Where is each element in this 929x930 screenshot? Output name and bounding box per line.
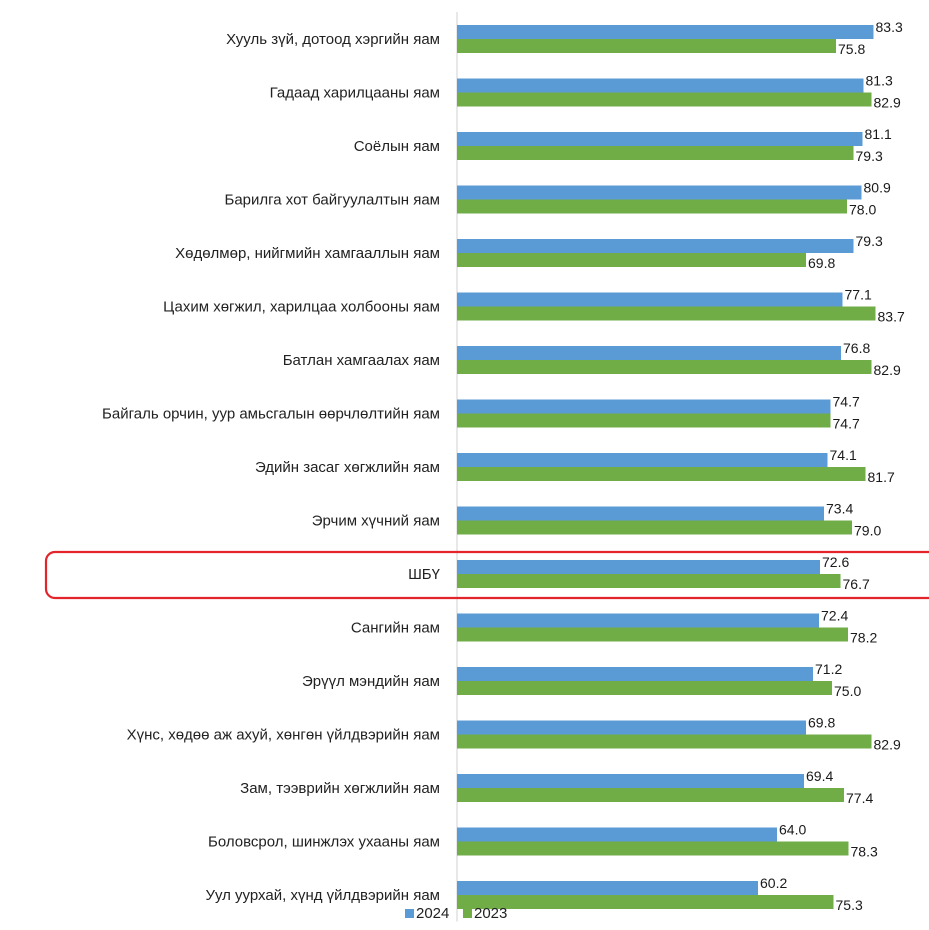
data-label-2023: 69.8: [808, 255, 835, 271]
legend-label-2024: 2024: [416, 905, 449, 922]
data-label-2024: 74.7: [833, 394, 860, 410]
bar-2023: [457, 895, 834, 909]
category-label: Хөдөлмөр, нийгмийн хамгааллын яам: [175, 245, 440, 262]
data-label-2023: 82.9: [874, 737, 901, 753]
category-label: Барилга хот байгуулалтын яам: [224, 192, 440, 209]
bar-2023: [457, 199, 847, 214]
bar-2023: [457, 306, 876, 321]
bar-2024: [457, 25, 874, 39]
category-label: Зам, тээврийн хөгжлийн яам: [240, 780, 440, 797]
data-label-2023: 79.0: [854, 523, 881, 539]
data-label-2023: 75.0: [834, 683, 861, 699]
data-label-2023: 74.7: [833, 416, 860, 432]
bar-2023: [457, 841, 849, 856]
category-label: Сангийн яам: [351, 620, 440, 637]
category-label: Цахим хөгжил, харилцаа холбооны яам: [163, 299, 440, 316]
bar-2023: [457, 39, 836, 53]
bar-2024: [457, 239, 854, 253]
data-label-2024: 83.3: [876, 19, 903, 35]
category-label: Эдийн засаг хөгжлийн яам: [255, 459, 440, 476]
data-label-2023: 78.0: [849, 202, 876, 218]
legend-swatch-2024: [405, 909, 414, 918]
bar-2023: [457, 681, 832, 695]
category-label: Байгаль орчин, уур амьсгалын өөрчлөлтийн…: [102, 406, 440, 423]
category-label: Соёлын яам: [354, 138, 440, 155]
bar-2024: [457, 346, 841, 360]
bar-2024: [457, 453, 828, 467]
bar-2024: [457, 185, 862, 200]
legend-swatch-2023: [463, 909, 472, 918]
data-label-2024: 72.4: [821, 608, 848, 624]
category-label: Боловсрол, шинжлэх ухааны яам: [208, 834, 440, 851]
bar-2024: [457, 827, 777, 842]
bar-2023: [457, 360, 872, 374]
legend: 2024 2023: [405, 905, 507, 922]
bar-2024: [457, 774, 804, 788]
data-label-2023: 78.3: [851, 844, 878, 860]
data-label-2024: 81.3: [866, 73, 893, 89]
data-label-2024: 69.8: [808, 715, 835, 731]
data-label-2023: 76.7: [843, 576, 870, 592]
category-label: ШБҮ: [408, 566, 441, 583]
category-label: Эрүүл мэндийн яам: [302, 673, 440, 690]
data-label-2024: 71.2: [815, 661, 842, 677]
bar-2023: [457, 253, 806, 267]
data-label-2024: 79.3: [856, 233, 883, 249]
category-label: Уул уурхай, хүнд үйлдвэрийн яам: [205, 887, 440, 904]
bar-2024: [457, 560, 820, 574]
bar-2024: [457, 399, 831, 414]
category-label: Гадаад харилцааны яам: [270, 85, 440, 102]
bar-2024: [457, 881, 758, 895]
data-label-2024: 81.1: [865, 126, 892, 142]
data-label-2023: 75.3: [836, 897, 863, 913]
data-label-2023: 78.2: [850, 630, 877, 646]
category-label: Хууль зүй, дотоод хэргийн яам: [226, 31, 440, 48]
data-label-2023: 83.7: [878, 309, 905, 325]
data-label-2023: 75.8: [838, 41, 865, 57]
data-label-2023: 77.4: [846, 790, 873, 806]
data-label-2024: 76.8: [843, 340, 870, 356]
data-label-2024: 60.2: [760, 875, 787, 891]
data-label-2023: 82.9: [874, 362, 901, 378]
data-label-2024: 77.1: [845, 287, 872, 303]
data-label-2024: 74.1: [830, 447, 857, 463]
bar-2024: [457, 132, 863, 146]
data-label-2023: 79.3: [856, 148, 883, 164]
legend-label-2023: 2023: [474, 905, 507, 922]
bar-2023: [457, 413, 831, 428]
data-label-2024: 64.0: [779, 822, 806, 838]
bar-2023: [457, 520, 852, 535]
category-label: Хүнс, хөдөө аж ахуй, хөнгөн үйлдвэрийн я…: [127, 727, 440, 744]
bar-2024: [457, 667, 813, 681]
bar-2024: [457, 506, 824, 521]
category-label: Эрчим хүчний яам: [312, 513, 440, 530]
bar-2023: [457, 574, 841, 588]
data-label-2024: 69.4: [806, 768, 833, 784]
data-label-2024: 73.4: [826, 501, 853, 517]
data-label-2024: 72.6: [822, 554, 849, 570]
category-label: Батлан хамгаалах яам: [283, 352, 440, 369]
data-label-2023: 81.7: [868, 469, 895, 485]
bar-2023: [457, 146, 854, 160]
bar-2023: [457, 627, 848, 642]
bar-2023: [457, 467, 866, 481]
bar-2023: [457, 788, 844, 802]
bar-2024: [457, 292, 843, 307]
data-label-2023: 82.9: [874, 95, 901, 111]
highlight-box: [44, 550, 929, 600]
bar-2024: [457, 78, 864, 93]
bar-2024: [457, 613, 819, 628]
bar-2023: [457, 92, 872, 107]
bar-2024: [457, 720, 806, 735]
data-label-2024: 80.9: [864, 180, 891, 196]
bar-2023: [457, 734, 872, 749]
